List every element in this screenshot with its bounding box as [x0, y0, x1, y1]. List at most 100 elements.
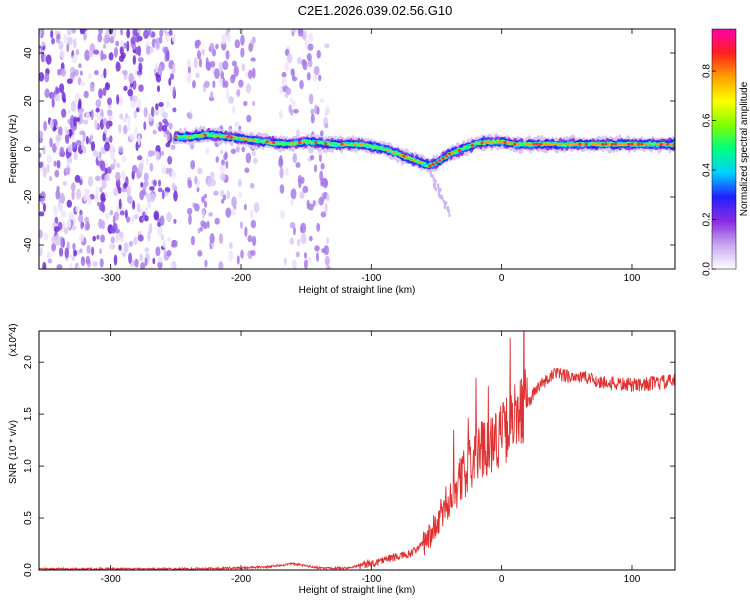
noise-blob [39, 72, 45, 82]
ridge-tail [447, 209, 450, 214]
ridge-hotspot [232, 136, 237, 140]
ridge-hotspot [271, 141, 276, 145]
noise-blob [279, 184, 285, 194]
noise-blob [100, 234, 106, 243]
noise-blob [116, 94, 120, 105]
noise-blob [291, 76, 298, 82]
noise-blob [155, 72, 159, 78]
noise-blob [150, 106, 155, 117]
noise-blob [322, 177, 328, 189]
noise-blob [44, 73, 50, 83]
noise-blob [140, 181, 144, 188]
noise-blob [297, 29, 304, 37]
noise-blob [124, 112, 129, 119]
noise-blob [134, 213, 139, 220]
noise-blob [160, 234, 164, 241]
figure-title: C2E1.2026.039.02.56.G10 [298, 3, 453, 18]
noise-blob [146, 193, 152, 203]
noise-blob [280, 209, 285, 220]
ridge-hotspot [428, 164, 432, 168]
ridge-hotspot [614, 142, 618, 146]
noise-blob [313, 65, 320, 76]
noise-blob [166, 100, 170, 108]
noise-blob [121, 156, 127, 162]
spectrogram-y-axis: -40 -20 0 20 40 [23, 47, 675, 252]
noise-blob [97, 32, 103, 43]
noise-blob [147, 231, 151, 242]
noise-blob [292, 153, 298, 164]
noise-blob [132, 55, 137, 65]
noise-blob [59, 146, 65, 155]
ridge-segment [408, 157, 413, 160]
ridge-hotspot [597, 142, 602, 146]
noise-blob [303, 252, 308, 259]
noise-blob [245, 152, 252, 164]
noise-blob [240, 34, 245, 46]
ridge-tail [444, 201, 448, 205]
noise-blob [291, 29, 297, 33]
noise-blob [140, 261, 146, 269]
noise-blob [226, 189, 231, 200]
noise-blob [250, 219, 257, 229]
ridge-hotspot [487, 140, 491, 144]
ridge-hotspot [242, 137, 246, 141]
noise-blob [312, 199, 316, 207]
noise-blob [195, 39, 201, 47]
noise-blob [143, 180, 149, 187]
noise-blob [237, 178, 242, 188]
noise-blob [232, 106, 236, 114]
noise-blob [39, 229, 43, 239]
noise-blob [155, 103, 159, 111]
noise-blob [231, 208, 236, 216]
ridge-hotspot [447, 152, 452, 156]
ridge-hotspot [412, 158, 416, 162]
noise-blob [228, 96, 234, 104]
noise-blob [154, 107, 159, 116]
colorbar-tick-label: 0.2 [702, 212, 713, 226]
ridge-tail [437, 190, 441, 194]
noise-blob [154, 63, 159, 71]
noise-blob [42, 145, 47, 155]
noise-blob [104, 174, 111, 182]
noise-blob [194, 203, 200, 212]
noise-blob [118, 198, 122, 210]
noise-blob [103, 43, 107, 49]
noise-blob [248, 42, 254, 52]
noise-blob [153, 210, 160, 221]
noise-blob [144, 257, 148, 267]
noise-blob [126, 40, 130, 52]
noise-blob [93, 49, 100, 55]
noise-blob [249, 182, 255, 189]
noise-blob [84, 188, 90, 194]
noise-blob [73, 249, 77, 257]
ridge-hotspot [610, 142, 615, 146]
ridge-hotspot [623, 142, 628, 146]
noise-blob [156, 85, 161, 93]
noise-blob [187, 66, 191, 74]
noise-blob [56, 33, 61, 40]
noise-blob [171, 182, 176, 191]
ridge-hotspot [483, 141, 487, 144]
ridge-hotspot [444, 154, 448, 158]
ridge-hotspot [656, 142, 660, 146]
noise-blob [225, 207, 232, 218]
ridge-hotspot [568, 142, 572, 146]
noise-blob [251, 67, 256, 79]
noise-blob [153, 179, 157, 187]
ridge-hotspot [291, 142, 295, 145]
noise-blob [286, 53, 293, 64]
ridge-segment [319, 140, 324, 143]
noise-blob [187, 207, 193, 215]
noise-blob [239, 29, 244, 35]
noise-blob [130, 36, 136, 45]
noise-blob [53, 226, 60, 233]
noise-blob [201, 48, 205, 56]
ridge-tail [433, 183, 436, 188]
noise-blob [149, 162, 154, 172]
noise-blob [231, 196, 237, 208]
noise-blob [143, 172, 149, 182]
noise-blob [220, 198, 225, 204]
spectrogram-x-axis: -300 -200 -100 0 100 [101, 29, 641, 284]
ridge-hotspot [480, 141, 484, 145]
noise-blob [101, 183, 106, 190]
